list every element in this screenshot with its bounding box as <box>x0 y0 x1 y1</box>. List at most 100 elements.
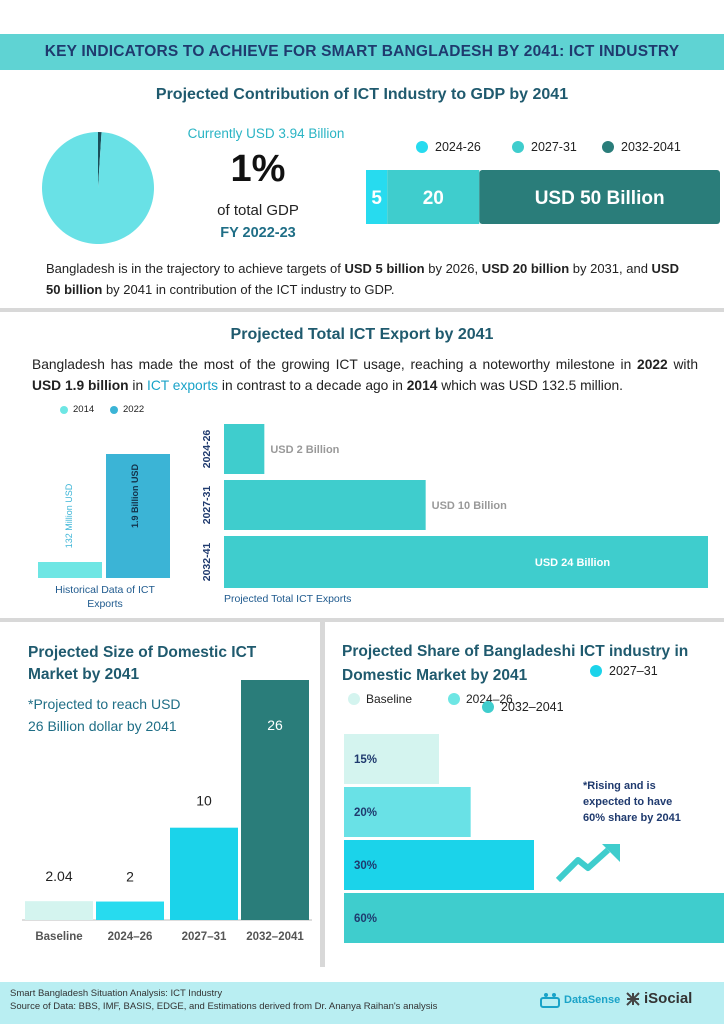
share-bar-label: 60% <box>354 913 377 925</box>
section-divider <box>0 618 724 622</box>
domestic-section-title: Projected Size of Domestic ICT Market by… <box>28 642 256 686</box>
historical-bar-label: 132 Million USD <box>64 483 74 548</box>
datasense-logo-icon <box>540 993 560 1008</box>
note-line: expected to have <box>583 796 673 808</box>
isocial-logo: iSocial <box>626 990 692 1007</box>
domestic-bar <box>241 680 309 920</box>
legend-label: 2024–26 <box>466 692 513 706</box>
gdp-bar-segment <box>479 170 720 224</box>
domestic-bar-value: 10 <box>196 793 212 809</box>
legend-dot <box>602 141 614 153</box>
legend-2027-31: 2027-31 <box>512 140 577 154</box>
historical-bar <box>106 454 170 578</box>
gdp-text: by 2031, and <box>569 261 652 276</box>
title-line: Projected Share of Bangladeshi ICT indus… <box>342 643 689 660</box>
domestic-category-label: 2027–31 <box>182 931 227 943</box>
gdp-percent-caption: of total GDP <box>217 202 299 219</box>
legend-label: 2014 <box>73 404 95 415</box>
export-bar-value: USD 10 Billion <box>432 500 507 512</box>
gdp-bar-label: USD 50 Billion <box>535 188 665 209</box>
legend-label: 2027–31 <box>609 664 658 678</box>
footer <box>0 982 724 1024</box>
gdp-stacked-bar: 5 20 USD 50 Billion <box>366 170 720 224</box>
domestic-category-label: 2032–2041 <box>246 931 304 943</box>
title-line: Domestic Market by 2041 <box>342 667 528 684</box>
export-category-label: 2032-41 <box>201 543 213 582</box>
export-text: Bangladesh has made the most of the grow… <box>32 357 638 372</box>
legend-dot <box>512 141 524 153</box>
domestic-bar-value: 26 <box>267 717 283 733</box>
caption-line: Historical Data of ICT <box>55 584 155 596</box>
gdp-text: by 2041 in contribution of the ICT indus… <box>102 282 395 297</box>
legend-dot <box>110 405 118 414</box>
legend-2014: 2014 <box>60 404 94 415</box>
export-text-bold: 2014 <box>406 378 438 393</box>
domestic-category-label: Baseline <box>35 931 82 943</box>
legend-2032-2041: 2032–2041 <box>482 700 564 714</box>
gdp-text-bold: USD 20 billion <box>481 261 570 276</box>
projected-export-caption: Projected Total ICT Exports <box>224 593 352 605</box>
domestic-bar-value: 2 <box>126 869 134 885</box>
gdp-bar-segment <box>366 170 388 224</box>
domestic-category-label: 2024–26 <box>108 931 153 943</box>
gdp-bar-label: 5 <box>371 188 382 209</box>
header-banner: KEY INDICATORS TO ACHIEVE FOR SMART BANG… <box>0 34 724 70</box>
historical-bar-label: 1.9 Billion USD <box>130 463 140 528</box>
legend-label: 2027-31 <box>531 140 577 154</box>
legend-2024-26: 2024–26 <box>448 692 517 706</box>
page-title: KEY INDICATORS TO ACHIEVE FOR SMART BANG… <box>44 43 680 60</box>
current-gdp-contribution: Currently USD 3.94 Billion <box>187 126 345 141</box>
share-bar-label: 20% <box>354 807 377 819</box>
share-bar <box>344 893 724 943</box>
legend-label: 2022 <box>123 404 145 415</box>
export-bar-value: USD 24 Billion <box>535 557 610 569</box>
share-bar <box>344 787 471 837</box>
gdp-bar-label: 20 <box>423 188 444 209</box>
footer-text: Smart Bangladesh Situation Analysis: ICT… <box>10 987 437 1013</box>
legend-label: 2032–2041 <box>501 700 564 714</box>
legend-dot <box>60 405 68 414</box>
gdp-text: Bangladesh is in the trajectory to achie… <box>46 261 345 276</box>
export-text-bold: 2022 <box>637 357 668 372</box>
datasense-logo: DataSense <box>540 992 620 1008</box>
share-section-title: Projected Share of Bangladeshi ICT indus… <box>342 640 688 688</box>
domestic-bar-value: 2.04 <box>45 868 72 884</box>
export-category-label: 2024-26 <box>201 430 213 469</box>
gdp-text-bold: USD 5 billion <box>344 261 425 276</box>
column-divider <box>320 622 325 967</box>
note-line: *Rising and is <box>583 780 656 792</box>
gdp-section-title: Projected Contribution of ICT Industry t… <box>155 86 569 103</box>
footer-line: Source of Data: BBS, IMF, BASIS, EDGE, a… <box>10 1001 438 1012</box>
gdp-paragraph: Bangladesh is in the trajectory to achie… <box>46 258 696 300</box>
title-line: Market by 2041 <box>28 666 140 683</box>
trend-up-arrow-icon <box>556 844 620 883</box>
share-bar-label: 15% <box>354 754 377 766</box>
share-note: *Rising and is expected to have 60% shar… <box>583 778 681 826</box>
export-category-label: 2027-31 <box>201 486 213 525</box>
legend-label: Baseline <box>366 692 413 706</box>
isocial-logo-icon <box>626 991 640 1006</box>
pie-slice <box>41 132 154 244</box>
legend-dot <box>348 693 360 705</box>
ict-exports-link[interactable]: ICT exports <box>147 378 219 393</box>
export-bar <box>224 480 426 530</box>
pie-slice <box>98 132 102 188</box>
historical-export-chart: 132 Million USD 1.9 Billion USD <box>38 454 170 578</box>
title-line: Projected Size of Domestic ICT <box>28 644 257 661</box>
legend-2032-2041: 2032-2041 <box>602 140 681 154</box>
historical-bar <box>38 562 102 578</box>
share-bar <box>344 840 534 890</box>
note-line: 60% share by 2041 <box>583 812 681 824</box>
legend-baseline: Baseline <box>348 692 417 706</box>
footer-line: Smart Bangladesh Situation Analysis: ICT… <box>10 988 223 999</box>
legend-dot <box>416 141 428 153</box>
legend-dot <box>482 701 494 713</box>
export-text: which was USD 132.5 million. <box>437 378 624 393</box>
legend-label: 2024-26 <box>435 140 481 154</box>
export-paragraph: Bangladesh has made the most of the grow… <box>32 354 698 396</box>
note-line: *Projected to reach USD <box>28 696 181 712</box>
gdp-percent: 1% <box>230 148 286 190</box>
export-text-bold: USD 1.9 billion <box>32 378 129 393</box>
export-text: in contrast to a decade ago in <box>218 378 407 393</box>
fiscal-year: FY 2022-23 <box>220 225 296 241</box>
